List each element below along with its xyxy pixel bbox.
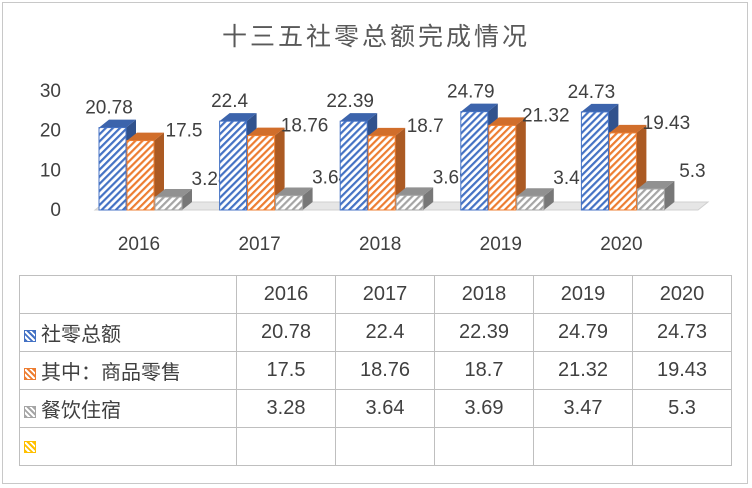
legend-key-series-4 <box>24 441 36 453</box>
bar-2-2020 <box>608 124 647 211</box>
table-cell: 18.76 <box>335 351 435 390</box>
bar-3-2020 <box>636 180 675 211</box>
series-3-legend-cell: 餐饮住宿 <box>19 389 237 428</box>
data-label: 17.5 <box>166 121 203 142</box>
table-cell: 3.28 <box>236 389 336 428</box>
table-header-cell: 2016 <box>236 275 336 314</box>
chart-plot-area: 010203020.7817.53.28201622.418.763.64201… <box>40 81 710 255</box>
table-corner-cell <box>19 275 237 314</box>
table-row-series-1: 社零总额 20.78 22.4 22.39 24.79 24.73 <box>19 313 732 352</box>
table-cell <box>632 427 732 466</box>
table-header-row: 2016 2017 2018 2019 2020 <box>19 275 732 314</box>
x-tick-label: 2020 <box>600 234 642 255</box>
legend-key-series-1 <box>24 330 36 342</box>
bar-3-2019 <box>516 188 554 211</box>
x-tick-label: 2016 <box>118 234 160 255</box>
legend-key-series-3 <box>24 406 36 418</box>
table-cell: 21.32 <box>533 351 633 390</box>
data-label: 22.4 <box>211 91 248 112</box>
table-cell: 19.43 <box>632 351 732 390</box>
data-label: 5.3 <box>679 161 705 182</box>
series-3-name: 餐饮住宿 <box>41 400 121 422</box>
table-cell: 24.79 <box>533 313 633 352</box>
bar-3-2016 <box>154 188 192 211</box>
table-cell: 18.7 <box>434 351 534 390</box>
y-tick-label: 0 <box>50 200 61 221</box>
data-table: 2016 2017 2018 2019 2020 社零总额 20.78 22.4… <box>19 275 732 466</box>
series-4-legend-cell <box>19 427 237 466</box>
data-label: 20.78 <box>85 98 133 119</box>
bar-3-2017 <box>275 187 313 211</box>
table-header-cell: 2020 <box>632 275 732 314</box>
bar-2-2019 <box>488 117 526 211</box>
data-label: 18.76 <box>281 116 329 137</box>
table-cell <box>434 427 534 466</box>
bar-2-2016 <box>126 132 164 211</box>
series-2-legend-cell: 其中：商品零售 <box>19 351 237 390</box>
y-tick-label: 10 <box>40 160 61 181</box>
x-tick-label: 2019 <box>480 234 522 255</box>
bar-3-2018 <box>395 187 434 211</box>
table-header-cell: 2017 <box>335 275 435 314</box>
table-cell: 5.3 <box>632 389 732 428</box>
table-cell <box>533 427 633 466</box>
table-cell <box>236 427 336 466</box>
table-row-series-3: 餐饮住宿 3.28 3.64 3.69 3.47 5.3 <box>19 389 732 428</box>
data-label: 22.39 <box>326 91 374 112</box>
chart-frame: 十三五社零总额完成情况 0 10 20 30 20.78 17.5 3.28 2016 22.4… <box>2 2 748 484</box>
data-label: 21.32 <box>522 105 570 126</box>
data-label: 24.79 <box>447 82 495 103</box>
table-cell: 20.78 <box>236 313 336 352</box>
chart-title: 十三五社零总额完成情况 <box>221 23 530 51</box>
table-header-cell: 2019 <box>533 275 633 314</box>
table-cell: 3.69 <box>434 389 534 428</box>
table-header-cell: 2018 <box>434 275 534 314</box>
table-cell: 3.64 <box>335 389 435 428</box>
y-tick-label: 30 <box>40 81 61 102</box>
x-tick-label: 2018 <box>359 234 401 255</box>
data-label: 18.7 <box>407 116 444 137</box>
table-cell: 22.39 <box>434 313 534 352</box>
table-cell: 22.4 <box>335 313 435 352</box>
table-cell: 24.73 <box>632 313 732 352</box>
table-cell <box>335 427 435 466</box>
series-1-name: 社零总额 <box>41 324 121 346</box>
table-cell: 3.47 <box>533 389 633 428</box>
table-row-series-4 <box>19 427 732 466</box>
bar-2-2017 <box>247 127 285 211</box>
legend-key-series-2 <box>24 368 36 380</box>
y-tick-label: 20 <box>40 121 61 142</box>
data-label: 19.43 <box>643 113 691 134</box>
series-2-name: 其中：商品零售 <box>41 362 181 384</box>
bar-2-2018 <box>367 127 406 211</box>
table-cell: 17.5 <box>236 351 336 390</box>
series-1-legend-cell: 社零总额 <box>19 313 237 352</box>
x-tick-label: 2017 <box>238 234 280 255</box>
data-label: 24.73 <box>568 82 616 103</box>
table-row-series-2: 其中：商品零售 17.5 18.76 18.7 21.32 19.43 <box>19 351 732 390</box>
